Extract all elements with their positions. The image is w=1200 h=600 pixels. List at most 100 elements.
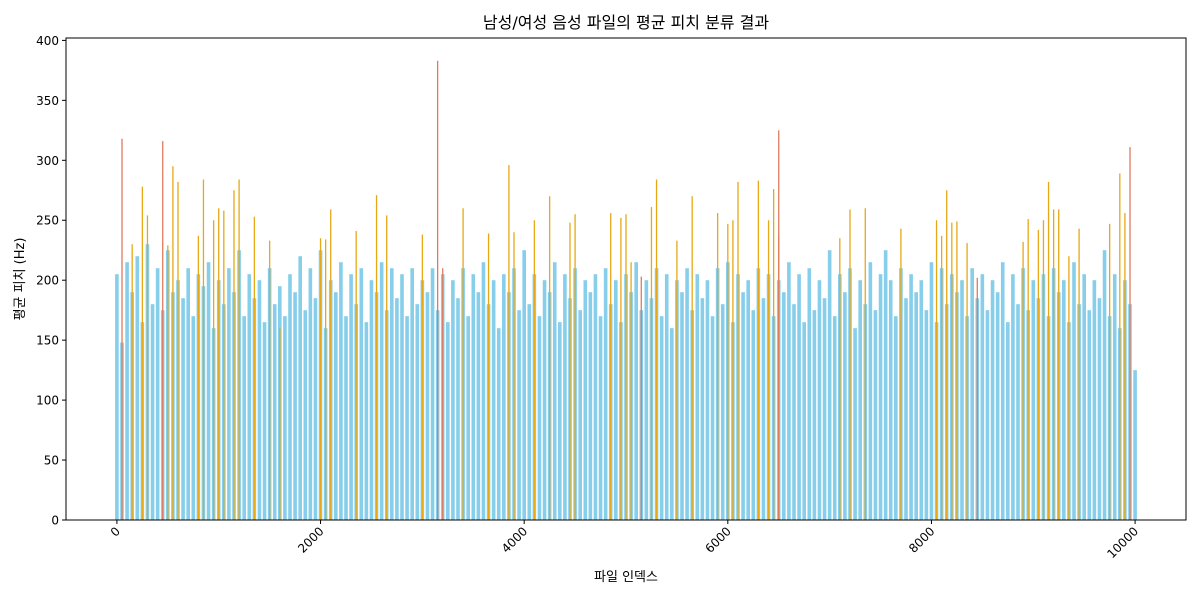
- y-tick-label: 150: [36, 334, 59, 348]
- bar: [751, 310, 756, 520]
- bar: [425, 292, 430, 520]
- bar: [1078, 228, 1080, 520]
- bar: [1042, 220, 1045, 520]
- bar: [262, 322, 267, 520]
- bar: [620, 217, 622, 520]
- bar: [574, 214, 576, 520]
- bar: [960, 280, 964, 520]
- bar: [919, 280, 924, 520]
- bar: [1006, 322, 1010, 520]
- bar: [167, 245, 169, 520]
- bar: [822, 298, 827, 520]
- bar: [405, 316, 409, 520]
- bar: [257, 280, 262, 520]
- bar: [324, 239, 327, 520]
- bar: [614, 280, 618, 520]
- bar: [980, 274, 985, 520]
- bar: [625, 214, 627, 520]
- bar: [135, 256, 140, 520]
- bar: [966, 243, 968, 520]
- bar: [436, 60, 439, 520]
- bar: [563, 274, 567, 520]
- bar: [680, 292, 684, 520]
- bar: [727, 223, 729, 520]
- bar: [1087, 310, 1092, 520]
- bar: [757, 180, 760, 520]
- bar: [430, 268, 435, 520]
- x-tick-label: 2000: [295, 524, 326, 555]
- bar: [655, 179, 658, 521]
- bar: [303, 310, 308, 520]
- bar: [940, 235, 943, 520]
- bar: [598, 316, 603, 520]
- bar: [121, 138, 123, 520]
- bar: [976, 277, 978, 520]
- bar: [782, 292, 786, 520]
- bar: [293, 292, 297, 520]
- bar: [238, 179, 240, 521]
- bar: [588, 292, 593, 520]
- bar: [212, 220, 215, 520]
- bar: [533, 220, 536, 520]
- x-tick-label: 0: [108, 524, 123, 539]
- bar: [1047, 181, 1050, 520]
- bar: [630, 262, 632, 520]
- bar: [685, 268, 689, 520]
- bar: [1031, 280, 1036, 520]
- bar: [379, 262, 384, 520]
- x-tick-label: 6000: [702, 524, 733, 555]
- y-tick-label: 300: [36, 154, 59, 168]
- bar: [1011, 274, 1015, 520]
- bar: [508, 165, 510, 520]
- bar: [206, 262, 211, 520]
- bar: [761, 298, 766, 520]
- bar: [288, 274, 292, 520]
- bar: [330, 209, 332, 520]
- bar: [644, 280, 649, 520]
- bar: [218, 208, 220, 520]
- bar: [319, 238, 322, 521]
- bar: [868, 262, 873, 520]
- bar: [446, 322, 450, 520]
- y-tick-label: 200: [36, 274, 59, 288]
- bar: [1092, 280, 1097, 520]
- y-axis-label: 평균 피치 (Hz): [13, 238, 28, 321]
- bar: [558, 322, 562, 520]
- bar: [279, 328, 281, 520]
- bar: [883, 250, 888, 520]
- bar: [650, 207, 653, 520]
- bar: [308, 268, 313, 520]
- bar: [349, 274, 353, 520]
- bar: [202, 179, 205, 521]
- bar: [659, 316, 664, 520]
- bar: [172, 166, 174, 521]
- bar: [807, 268, 812, 520]
- bar: [1027, 219, 1029, 521]
- bar: [900, 228, 902, 520]
- bar: [720, 304, 725, 520]
- bar: [802, 322, 806, 520]
- bar: [909, 274, 913, 520]
- bar: [1129, 147, 1131, 521]
- y-tick-label: 400: [36, 34, 59, 48]
- bar: [375, 195, 378, 520]
- bar: [283, 316, 287, 520]
- bar: [1052, 209, 1055, 520]
- y-tick-label: 350: [36, 94, 59, 108]
- y-tick-label: 0: [51, 514, 59, 528]
- bar: [995, 292, 1000, 520]
- bar: [772, 189, 775, 520]
- bar: [527, 304, 532, 520]
- bar: [603, 268, 608, 520]
- bar: [155, 268, 160, 520]
- bar: [1124, 213, 1126, 521]
- bar: [1082, 274, 1086, 520]
- bar: [670, 328, 674, 520]
- bar: [858, 280, 862, 520]
- bar: [181, 298, 185, 520]
- bar: [233, 190, 235, 520]
- bar: [491, 280, 496, 520]
- bar: [253, 216, 256, 520]
- bar: [150, 304, 155, 520]
